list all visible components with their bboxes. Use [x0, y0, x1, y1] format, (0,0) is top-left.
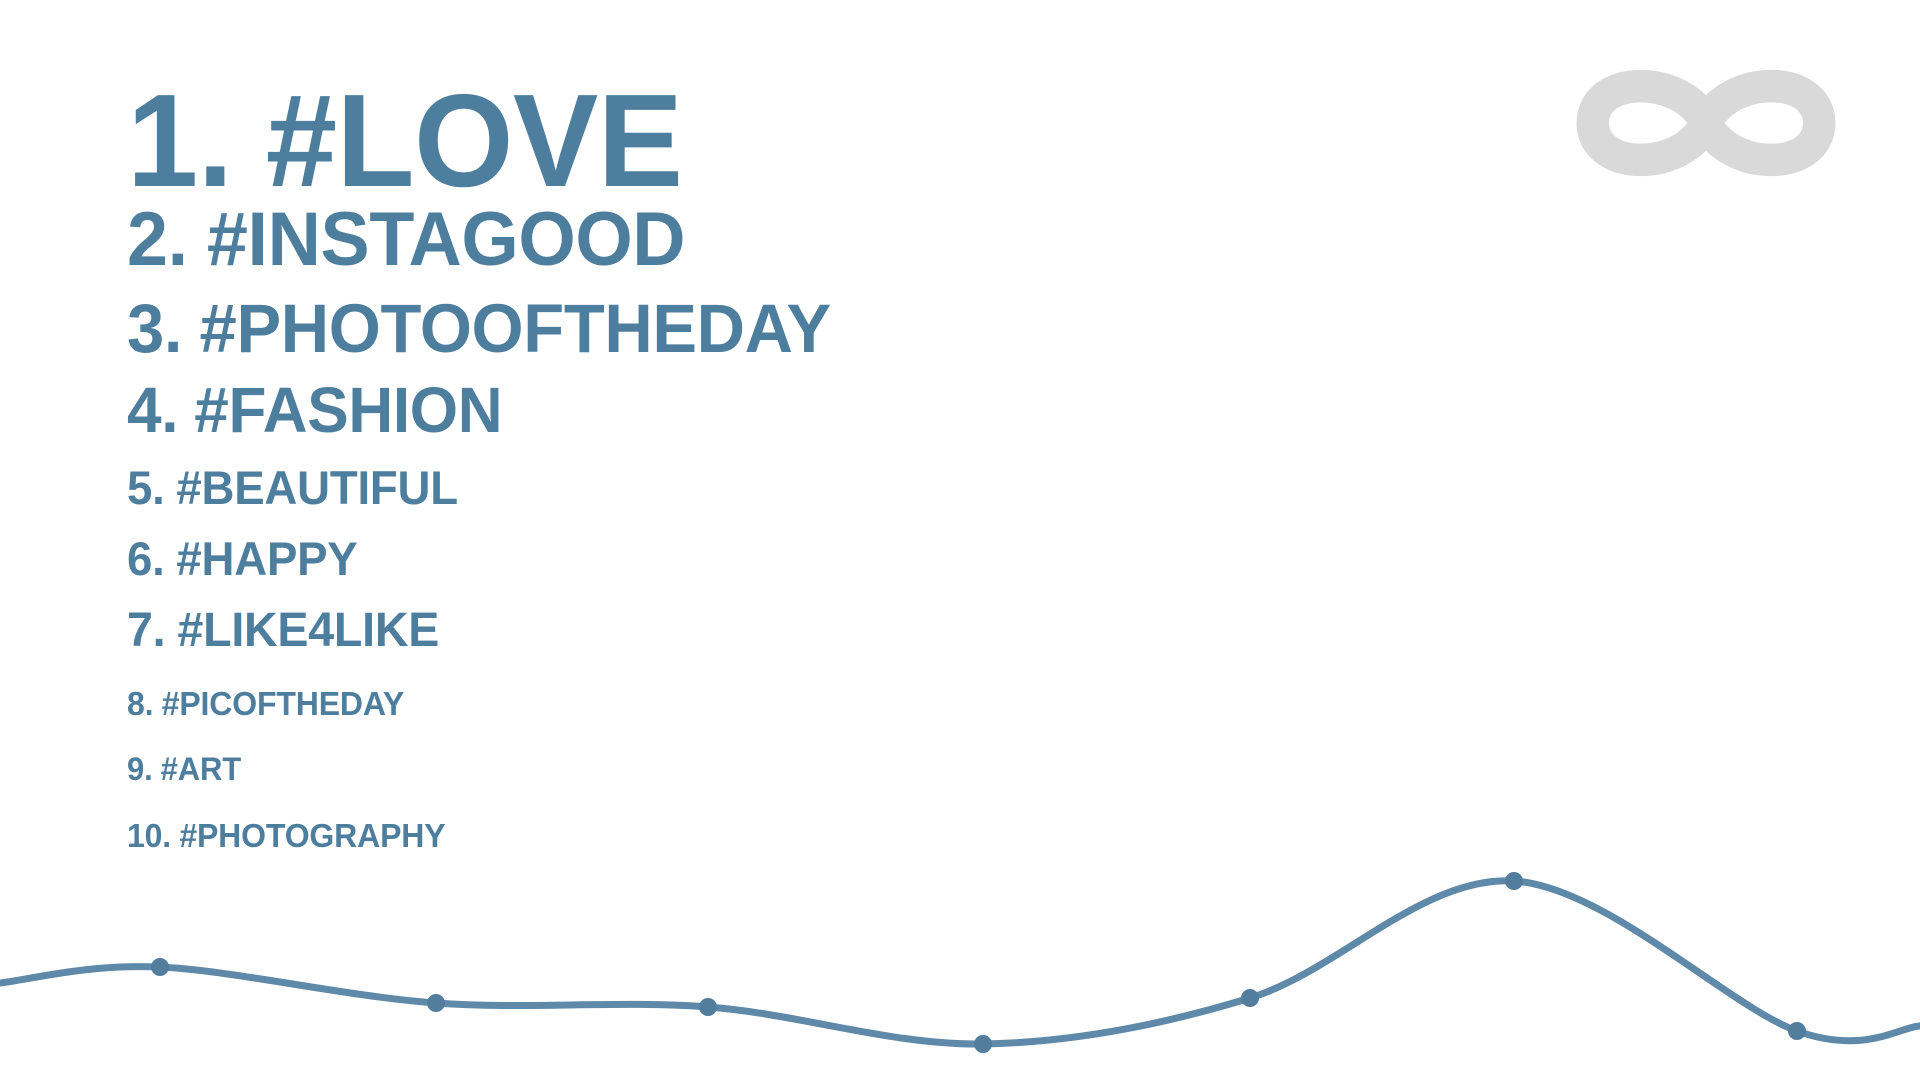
rank-number: 4.: [127, 374, 179, 446]
rank-number: 8.: [127, 685, 154, 722]
hashtag-item-9: 9. #ART: [127, 753, 241, 785]
hashtag-text: #BEAUTIFUL: [176, 461, 458, 514]
trend-point: [1788, 1022, 1806, 1040]
hashtag-text: #PHOTOOFTHEDAY: [199, 290, 832, 367]
hashtag-text: #INSTAGOOD: [206, 197, 686, 282]
hashtag-text: #ART: [160, 751, 242, 787]
rank-number: 5.: [127, 461, 165, 514]
trend-point: [974, 1035, 992, 1053]
hashtag-text: #LOVE: [265, 67, 683, 214]
rank-number: 2.: [127, 197, 188, 282]
hashtag-item-10: 10. #PHOTOGRAPHY: [127, 817, 446, 854]
rank-number: 1.: [127, 67, 233, 214]
infinity-icon-path: [1576, 69, 1836, 177]
hashtag-item-2: 2. #INSTAGOOD: [127, 197, 686, 282]
rank-number: 6.: [127, 532, 165, 585]
rank-number: 3.: [127, 290, 183, 367]
hashtag-text: #PHOTOGRAPHY: [179, 817, 446, 854]
hashtag-item-7: 7. #LIKE4LIKE: [127, 607, 439, 655]
trend-point: [1241, 989, 1259, 1007]
trend-points: [151, 872, 1806, 1053]
hashtag-text: #HAPPY: [176, 532, 358, 585]
rank-number: 9.: [127, 751, 153, 787]
hashtag-item-3: 3. #PHOTOOFTHEDAY: [127, 294, 831, 363]
trend-point: [699, 998, 717, 1016]
rank-number: 10.: [127, 817, 172, 854]
hashtag-item-8: 8. #PICOFTHEDAY: [127, 687, 404, 720]
hashtag-item-4: 4. #FASHION: [127, 374, 503, 446]
trend-point: [151, 958, 169, 976]
trend-point: [427, 994, 445, 1012]
hashtag-item-5: 5. #BEAUTIFUL: [127, 464, 458, 511]
hashtag-text: #PICOFTHEDAY: [161, 685, 405, 722]
hashtag-text: #LIKE4LIKE: [177, 604, 440, 657]
hashtag-text: #FASHION: [194, 374, 503, 446]
hashtag-item-6: 6. #HAPPY: [127, 532, 358, 585]
infinity-icon: [1563, 60, 1849, 186]
trend-point: [1505, 872, 1523, 890]
hashtag-item-1: 1. #LOVE: [127, 67, 683, 214]
rank-number: 7.: [127, 604, 166, 657]
